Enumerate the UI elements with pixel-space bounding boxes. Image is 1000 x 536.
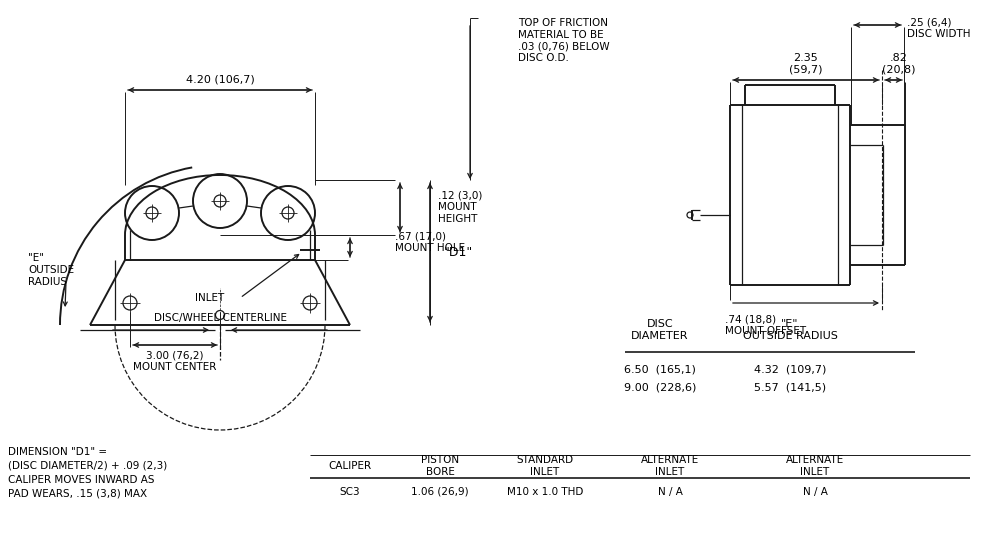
Text: .74 (18,8)
MOUNT OFFSET: .74 (18,8) MOUNT OFFSET [725, 314, 806, 336]
Text: M10 x 1.0 THD: M10 x 1.0 THD [507, 487, 583, 497]
Text: "E"
OUTSIDE RADIUS: "E" OUTSIDE RADIUS [743, 319, 837, 341]
Text: 1.06 (26,9): 1.06 (26,9) [411, 487, 469, 497]
Text: DIMENSION "D1" =: DIMENSION "D1" = [8, 447, 107, 457]
Text: 9.00  (228,6): 9.00 (228,6) [624, 383, 696, 393]
Text: "D1": "D1" [444, 246, 473, 259]
Text: ALTERNATE
INLET: ALTERNATE INLET [641, 455, 699, 477]
Text: PISTON
BORE: PISTON BORE [421, 455, 459, 477]
Text: (DISC DIAMETER/2) + .09 (2,3): (DISC DIAMETER/2) + .09 (2,3) [8, 461, 167, 471]
Text: INLET: INLET [195, 293, 225, 303]
Text: DISC/WHEEL CENTERLINE: DISC/WHEEL CENTERLINE [154, 313, 287, 323]
Text: N / A: N / A [658, 487, 682, 497]
Text: ALTERNATE
INLET: ALTERNATE INLET [786, 455, 844, 477]
Text: DISC
DIAMETER: DISC DIAMETER [631, 319, 689, 341]
Text: .67 (17,0)
MOUNT HOLE: .67 (17,0) MOUNT HOLE [395, 232, 465, 254]
Text: PAD WEARS, .15 (3,8) MAX: PAD WEARS, .15 (3,8) MAX [8, 489, 147, 499]
Text: .25 (6,4)
DISC WIDTH: .25 (6,4) DISC WIDTH [907, 17, 970, 39]
Text: 2.35
(59,7): 2.35 (59,7) [789, 53, 823, 75]
Text: CALIPER: CALIPER [328, 461, 372, 471]
Text: N / A: N / A [803, 487, 827, 497]
Text: .82
(20,8): .82 (20,8) [882, 53, 915, 75]
Text: 4.20 (106,7): 4.20 (106,7) [186, 75, 254, 85]
Text: 4.32  (109,7): 4.32 (109,7) [754, 365, 826, 375]
Text: 5.57  (141,5): 5.57 (141,5) [754, 383, 826, 393]
Text: "E"
OUTSIDE
RADIUS: "E" OUTSIDE RADIUS [28, 254, 74, 287]
Text: 3.00 (76,2)
MOUNT CENTER: 3.00 (76,2) MOUNT CENTER [133, 350, 217, 372]
Text: STANDARD
INLET: STANDARD INLET [516, 455, 574, 477]
Text: CALIPER MOVES INWARD AS: CALIPER MOVES INWARD AS [8, 475, 154, 485]
Text: 6.50  (165,1): 6.50 (165,1) [624, 365, 696, 375]
Text: TOP OF FRICTION
MATERIAL TO BE
.03 (0,76) BELOW
DISC O.D.: TOP OF FRICTION MATERIAL TO BE .03 (0,76… [518, 18, 610, 63]
Text: .12 (3,0)
MOUNT
HEIGHT: .12 (3,0) MOUNT HEIGHT [438, 191, 482, 224]
Text: SC3: SC3 [340, 487, 360, 497]
